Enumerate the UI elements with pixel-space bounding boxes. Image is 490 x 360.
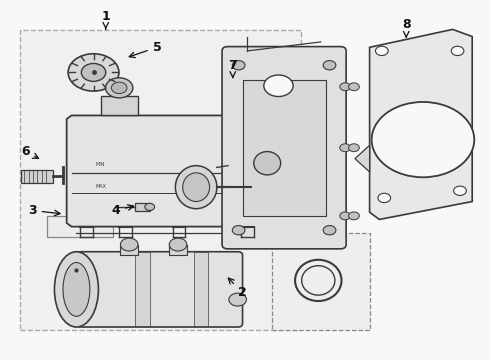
FancyBboxPatch shape bbox=[222, 46, 346, 249]
Circle shape bbox=[232, 60, 245, 70]
Text: 4: 4 bbox=[111, 204, 133, 217]
Bar bbox=[135, 203, 150, 211]
Circle shape bbox=[229, 293, 246, 306]
Circle shape bbox=[145, 203, 155, 211]
Text: 7: 7 bbox=[228, 59, 237, 78]
Circle shape bbox=[348, 83, 359, 91]
Ellipse shape bbox=[175, 166, 217, 209]
Ellipse shape bbox=[265, 173, 284, 191]
Ellipse shape bbox=[63, 262, 90, 316]
Circle shape bbox=[81, 63, 106, 81]
Bar bbox=[21, 170, 53, 183]
Circle shape bbox=[371, 102, 474, 177]
Circle shape bbox=[232, 226, 245, 235]
Polygon shape bbox=[67, 116, 267, 226]
Bar bbox=[135, 252, 150, 326]
Circle shape bbox=[105, 78, 133, 98]
Text: 3: 3 bbox=[28, 204, 60, 217]
Circle shape bbox=[375, 46, 388, 55]
Ellipse shape bbox=[254, 152, 281, 175]
Circle shape bbox=[264, 75, 293, 96]
Circle shape bbox=[111, 82, 127, 94]
Circle shape bbox=[454, 186, 466, 195]
Text: MAX: MAX bbox=[96, 184, 107, 189]
Circle shape bbox=[121, 238, 138, 251]
Bar bbox=[243, 80, 326, 216]
Bar bbox=[121, 244, 138, 255]
Circle shape bbox=[348, 212, 359, 220]
Bar bbox=[272, 233, 369, 329]
Circle shape bbox=[378, 193, 391, 203]
Circle shape bbox=[348, 144, 359, 152]
Bar bbox=[47, 216, 113, 237]
Circle shape bbox=[323, 60, 336, 70]
Ellipse shape bbox=[256, 148, 268, 161]
Text: 8: 8 bbox=[402, 18, 411, 37]
Circle shape bbox=[340, 83, 350, 91]
Polygon shape bbox=[369, 30, 472, 220]
Bar bbox=[169, 244, 187, 255]
Text: 6: 6 bbox=[21, 145, 39, 158]
Circle shape bbox=[323, 226, 336, 235]
Text: 2: 2 bbox=[228, 278, 247, 300]
Circle shape bbox=[340, 212, 350, 220]
Text: 1: 1 bbox=[101, 10, 110, 29]
Bar bbox=[194, 252, 208, 326]
Text: MIN: MIN bbox=[96, 162, 105, 167]
Circle shape bbox=[169, 238, 187, 251]
Polygon shape bbox=[355, 145, 369, 172]
Circle shape bbox=[68, 54, 119, 91]
Ellipse shape bbox=[183, 173, 210, 202]
Ellipse shape bbox=[54, 252, 98, 327]
Bar bbox=[20, 31, 301, 329]
Circle shape bbox=[451, 46, 464, 55]
Text: 5: 5 bbox=[129, 41, 161, 58]
FancyBboxPatch shape bbox=[76, 252, 243, 327]
Circle shape bbox=[340, 144, 350, 152]
Bar bbox=[101, 96, 138, 116]
